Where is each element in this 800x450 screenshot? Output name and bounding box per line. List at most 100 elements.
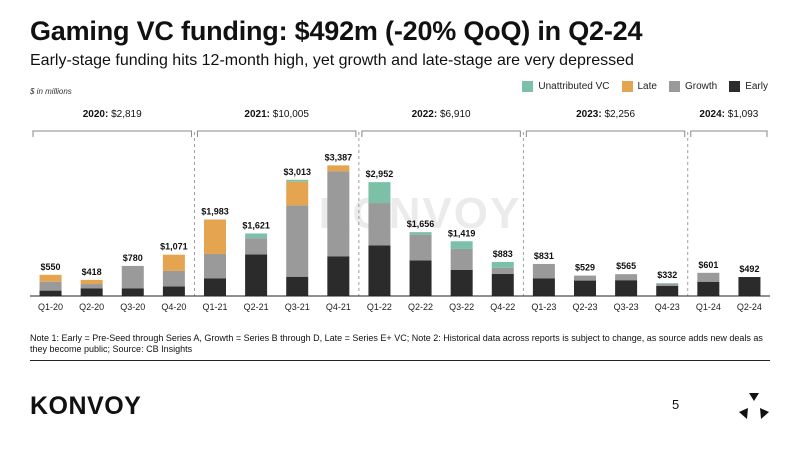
bar-segment-early (39, 290, 62, 296)
bar-segment-growth (697, 272, 720, 282)
footnote: Note 1: Early = Pre-Seed through Series … (30, 333, 763, 354)
bar-total-label: $1,071 (160, 242, 188, 252)
bar-segment-growth (368, 203, 391, 246)
unit-label: $ in millions (30, 87, 72, 96)
bar-segment-early (491, 274, 514, 296)
year-bracket (32, 130, 192, 137)
year-brackets: 2020: $2,819 2021: $10,005 2022: $6,910 202… (32, 109, 768, 296)
year-label: 2023: $2,256 (576, 109, 635, 120)
slide-title: Gaming VC funding: $492m (-20% QoQ) in Q… (30, 16, 643, 46)
year-bracket (690, 130, 768, 137)
bar-segment-unattributed-vc (656, 283, 679, 284)
legend-item-early: Early (729, 81, 768, 92)
bar-segment-growth (39, 281, 62, 291)
bar-total-label: $3,387 (325, 152, 353, 162)
bar-segment-early (204, 278, 226, 296)
bar-segment-late (162, 254, 185, 271)
x-tick-label: Q1-21 (202, 302, 227, 312)
bar-segment-early (656, 285, 679, 296)
bar-segment-growth (615, 274, 638, 281)
bar-total-label: $1,656 (407, 219, 435, 229)
legend-swatch-late (621, 81, 633, 92)
legend-swatch-growth (668, 81, 680, 92)
bar-total-label: $1,983 (201, 207, 229, 217)
bar-segment-unattributed-vc (286, 179, 309, 182)
bar-segment-early (738, 277, 761, 296)
bar-segment-early (245, 254, 268, 296)
bar-segment-late (204, 219, 226, 254)
x-tick-label: Q3-21 (285, 302, 310, 312)
bar-segment-growth (121, 265, 144, 289)
year-label: 2020: $2,819 (83, 109, 142, 120)
bar-segment-unattributed-vc (450, 241, 473, 249)
bar-segment-late (327, 165, 350, 172)
bar-segment-late (286, 181, 309, 206)
bar-segment-growth (162, 270, 185, 287)
x-tick-label: Q2-21 (244, 302, 269, 312)
bar-segment-growth (409, 234, 432, 261)
bar-segment-growth (327, 171, 350, 257)
year-bracket (525, 130, 686, 137)
legend-item-growth: Growth (668, 81, 717, 92)
bar-segment-late (39, 274, 62, 282)
legend-item-unattributed: Unattributed VC (522, 81, 610, 92)
x-tick-label: Q2-22 (408, 302, 433, 312)
year-label: 2024: $1,093 (699, 109, 758, 120)
bar-total-label: $565 (616, 261, 636, 271)
bar-segment-early (697, 281, 720, 296)
x-tick-label: Q4-22 (490, 302, 515, 312)
bar-total-label: $1,621 (242, 220, 270, 230)
x-tick-label: Q2-20 (79, 302, 104, 312)
bar-total-label: $883 (493, 249, 513, 259)
bar-segment-growth (532, 263, 555, 279)
x-tick-label: Q3-20 (120, 302, 145, 312)
x-tick-label: Q1-22 (367, 302, 392, 312)
bar-segment-early (80, 288, 103, 296)
bar-segment-unattributed-vc (245, 233, 268, 239)
bar-segment-late (80, 279, 103, 285)
legend-swatch-unattributed (522, 81, 534, 92)
bar-segment-early (368, 245, 391, 296)
bar-segment-unattributed-vc (409, 232, 432, 235)
bar-segment-early (409, 260, 432, 296)
x-tick-label: Q4-23 (655, 302, 680, 312)
bar-total-label: $780 (123, 253, 143, 263)
chart-watermark: KONVOY (319, 189, 522, 238)
bar-segment-unattributed-vc (491, 261, 514, 268)
bar-segment-growth (286, 205, 309, 277)
bar-segment-growth (491, 267, 514, 275)
bar-total-label: $3,013 (283, 167, 311, 177)
bar-segment-early (327, 256, 350, 296)
bar-segment-early (286, 276, 309, 296)
bar-total-label: $492 (739, 264, 759, 274)
year-bracket (361, 130, 521, 137)
bar-total-label: $601 (698, 260, 718, 270)
stacked-bar-chart: KONVOY 2020: $2,819 2021: $10,005 2022: $6… (30, 109, 770, 312)
bar-total-label: $418 (82, 267, 102, 277)
konvoy-logo: KONVOY (30, 392, 142, 420)
konvoy-mark-icon (739, 393, 769, 419)
bar-segment-early (121, 288, 144, 296)
bar-segment-growth (204, 253, 226, 279)
bar-segment-early (574, 280, 596, 296)
bar-total-label: $332 (657, 270, 677, 280)
footer-divider (30, 360, 770, 361)
bar-segment-early (162, 286, 185, 296)
bar-segment-growth (574, 275, 596, 281)
bar-segment-growth (80, 284, 103, 289)
x-tick-label: Q3-23 (614, 302, 639, 312)
bar-segment-unattributed-vc (368, 182, 391, 204)
bar-segment-early (450, 269, 473, 296)
year-bracket (196, 130, 357, 137)
bar-total-label: $550 (41, 262, 61, 272)
bar-total-label: $1,419 (448, 228, 476, 238)
bar-segment-early (615, 280, 638, 296)
page-number: 5 (672, 397, 680, 412)
legend-swatch-early (729, 81, 741, 92)
legend-label-late: Late (637, 81, 657, 92)
x-tick-label: Q1-23 (531, 302, 556, 312)
year-label: 2022: $6,910 (412, 109, 471, 120)
x-tick-label: Q2-24 (737, 302, 762, 312)
x-tick-label: Q3-22 (449, 302, 474, 312)
x-tick-label: Q4-20 (161, 302, 186, 312)
